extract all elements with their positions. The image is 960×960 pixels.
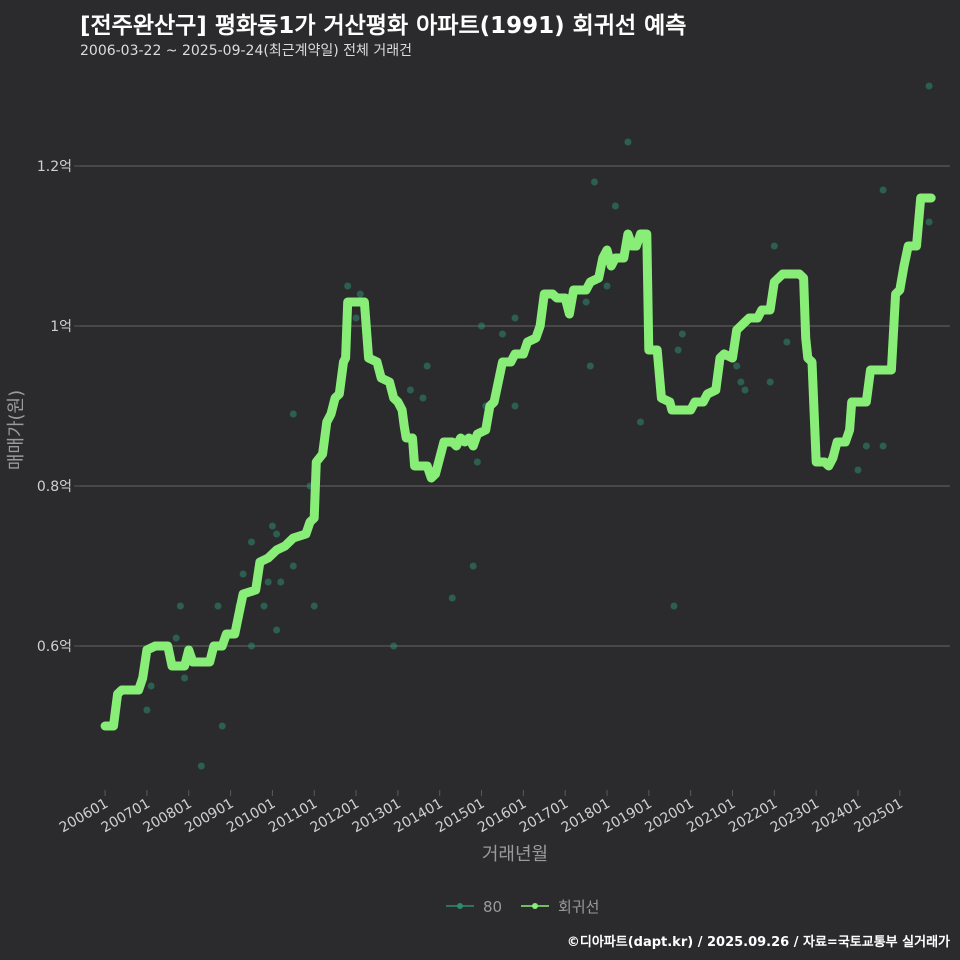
- scatter-point: [473, 458, 481, 466]
- scatter-point: [925, 82, 933, 90]
- scatter-point: [678, 330, 686, 338]
- scatter-point: [624, 138, 632, 146]
- scatter-point: [511, 314, 519, 322]
- scatter-point: [478, 322, 486, 330]
- scatter-point: [879, 442, 887, 450]
- y-tick-label: 1억: [50, 319, 72, 335]
- legend-key-point: [532, 903, 538, 909]
- legend-label: 80: [483, 898, 502, 916]
- scatter-point: [419, 394, 427, 402]
- scatter-point: [674, 346, 682, 354]
- scatter-point: [783, 338, 791, 346]
- chart-title: [전주완산구] 평화동1가 거산평화 아파트(1991) 회귀선 예측: [80, 13, 687, 39]
- scatter-point: [247, 642, 255, 650]
- y-axis-label: 매매가(원): [6, 390, 27, 470]
- scatter-point: [511, 402, 519, 410]
- scatter-point: [147, 682, 155, 690]
- scatter-point: [586, 362, 594, 370]
- scatter-point: [670, 602, 678, 610]
- scatter-point: [289, 562, 297, 570]
- scatter-point: [143, 706, 151, 714]
- scatter-point: [268, 522, 276, 530]
- scatter-point: [176, 602, 184, 610]
- scatter-point: [264, 578, 272, 586]
- scatter-point: [260, 602, 268, 610]
- scatter-point: [766, 378, 774, 386]
- x-axis: 2006012007012008012009012010012011012012…: [57, 790, 906, 836]
- scatter-point: [737, 378, 745, 386]
- scatter-point: [239, 570, 247, 578]
- scatter-point: [582, 298, 590, 306]
- scatter-point: [448, 594, 456, 602]
- scatter-point: [197, 762, 205, 770]
- scatter-point: [247, 538, 255, 546]
- scatter-point: [344, 282, 352, 290]
- scatter-point: [925, 218, 933, 226]
- x-tick-label: 202501: [852, 796, 906, 837]
- legend: 80 회귀선: [446, 898, 599, 916]
- legend-key-point: [457, 903, 463, 909]
- y-tick-label: 0.6억: [37, 639, 72, 655]
- scatter-point: [879, 186, 887, 194]
- scatter-point: [636, 418, 644, 426]
- regression-line: [100, 193, 936, 731]
- scatter-point: [390, 642, 398, 650]
- scatter-series: [109, 82, 933, 770]
- scatter-point: [423, 362, 431, 370]
- scatter-point: [273, 626, 281, 634]
- scatter-point: [498, 330, 506, 338]
- scatter-point: [406, 386, 414, 394]
- chart-subtitle: 2006-03-22 ~ 2025-09-24(최근계약일) 전체 거래건: [80, 43, 412, 59]
- y-tick-label: 0.8억: [37, 479, 72, 495]
- scatter-point: [733, 362, 741, 370]
- scatter-point: [310, 602, 318, 610]
- regression-series: [100, 193, 936, 731]
- scatter-point: [273, 530, 281, 538]
- scatter-point: [289, 410, 297, 418]
- scatter-point: [770, 242, 778, 250]
- scatter-point: [218, 722, 226, 730]
- scatter-point: [181, 674, 189, 682]
- x-axis-label: 거래년월: [482, 844, 548, 865]
- scatter-point: [603, 282, 611, 290]
- scatter-point: [854, 466, 862, 474]
- scatter-point: [469, 562, 477, 570]
- scatter-point: [590, 178, 598, 186]
- scatter-point: [277, 578, 285, 586]
- scatter-point: [862, 442, 870, 450]
- scatter-point: [214, 602, 222, 610]
- scatter-point: [611, 202, 619, 210]
- y-tick-label: 1.2억: [37, 159, 72, 175]
- scatter-point: [172, 634, 180, 642]
- legend-label: 회귀선: [558, 898, 599, 916]
- scatter-point: [741, 386, 749, 394]
- scatter-point: [356, 290, 364, 298]
- scatter-point: [352, 314, 360, 322]
- source-caption: ©디아파트(dapt.kr) / 2025.09.26 / 자료=국토교통부 실…: [566, 935, 950, 950]
- y-axis: 0.6억 0.8억 1억 1.2억: [37, 159, 80, 655]
